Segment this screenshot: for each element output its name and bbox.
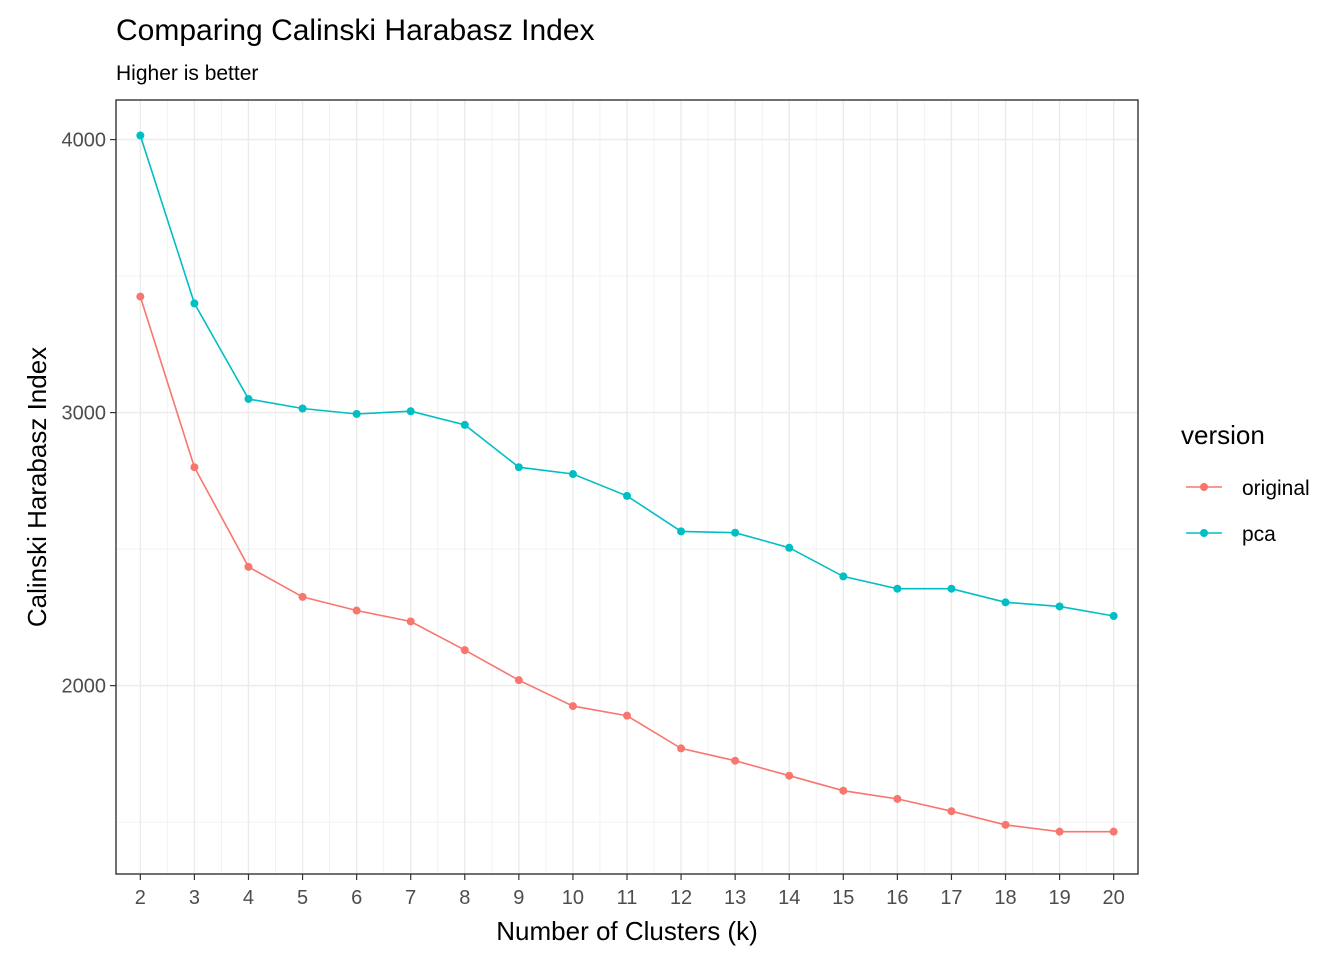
data-point-original — [190, 463, 199, 472]
data-point-original — [1001, 820, 1010, 829]
data-point-original — [514, 676, 523, 685]
data-point-pca — [460, 420, 469, 429]
x-tick-label: 5 — [297, 887, 308, 909]
data-point-pca — [839, 572, 848, 581]
data-point-pca — [947, 584, 956, 593]
data-point-pca — [406, 407, 415, 416]
y-axis-title: Calinski Harabasz Index — [22, 347, 52, 627]
x-tick-label: 20 — [1103, 887, 1125, 909]
x-tick-label: 15 — [832, 887, 854, 909]
data-point-original — [244, 562, 253, 571]
data-point-pca — [1001, 598, 1010, 607]
x-tick-label: 7 — [405, 887, 416, 909]
legend-label-pca: pca — [1242, 523, 1276, 546]
legend: version original pca — [1181, 420, 1310, 546]
data-point-original — [1109, 827, 1118, 836]
data-point-pca — [785, 543, 794, 552]
data-point-pca — [1055, 602, 1064, 611]
data-point-original — [136, 292, 145, 301]
x-tick-label: 9 — [513, 887, 524, 909]
legend-title: version — [1181, 420, 1265, 450]
data-point-original — [352, 606, 361, 615]
x-tick-label: 13 — [724, 887, 746, 909]
data-point-pca — [893, 584, 902, 593]
y-tick-label: 3000 — [62, 403, 107, 425]
data-point-original — [298, 592, 307, 601]
data-point-original — [460, 646, 469, 655]
x-tick-label: 8 — [459, 887, 470, 909]
data-point-original — [677, 744, 686, 753]
data-point-pca — [623, 491, 631, 500]
y-tick-label: 2000 — [62, 676, 107, 698]
legend-label-original: original — [1242, 477, 1310, 500]
legend-key-point-pca — [1200, 529, 1208, 537]
x-tick-label: 4 — [243, 887, 254, 909]
x-tick-label: 18 — [994, 887, 1016, 909]
data-point-pca — [568, 470, 577, 479]
data-point-pca — [677, 527, 686, 536]
data-point-original — [623, 711, 631, 720]
plot-panel: 2 3 4 5 6 7 8 9 10 11 12 13 14 15 16 17 18 19 20 2000 3000 40… — [62, 99, 1139, 909]
data-point-original — [1055, 827, 1064, 836]
x-axis-title: Number of Clusters (k) — [496, 916, 758, 946]
x-tick-label: 11 — [617, 887, 638, 909]
data-point-original — [839, 786, 848, 795]
x-tick-label: 2 — [135, 887, 146, 909]
data-point-pca — [298, 404, 307, 413]
data-point-pca — [514, 463, 523, 472]
legend-key-point-original — [1200, 483, 1208, 491]
data-point-original — [406, 617, 415, 626]
x-tick-label: 6 — [351, 887, 362, 909]
y-tick-label: 4000 — [62, 130, 107, 152]
data-point-original — [568, 702, 577, 711]
x-tick-label: 16 — [886, 887, 908, 909]
x-tick-label: 12 — [670, 887, 692, 909]
x-tick-label: 17 — [940, 887, 962, 909]
x-tick-label: 14 — [778, 887, 800, 909]
data-point-original — [893, 794, 902, 803]
chart-title: Comparing Calinski Harabasz Index — [116, 14, 595, 47]
data-point-pca — [244, 394, 253, 403]
data-point-original — [731, 756, 740, 765]
data-point-original — [947, 807, 956, 816]
data-point-pca — [190, 299, 199, 308]
x-tick-label: 10 — [562, 887, 584, 909]
data-point-pca — [352, 409, 361, 418]
data-point-pca — [1109, 612, 1118, 620]
chart-subtitle: Higher is better — [116, 62, 258, 85]
data-point-pca — [731, 528, 740, 537]
x-tick-label: 3 — [189, 887, 200, 909]
x-tick-label: 19 — [1048, 887, 1070, 909]
data-point-original — [785, 771, 794, 780]
data-point-pca — [136, 131, 145, 140]
